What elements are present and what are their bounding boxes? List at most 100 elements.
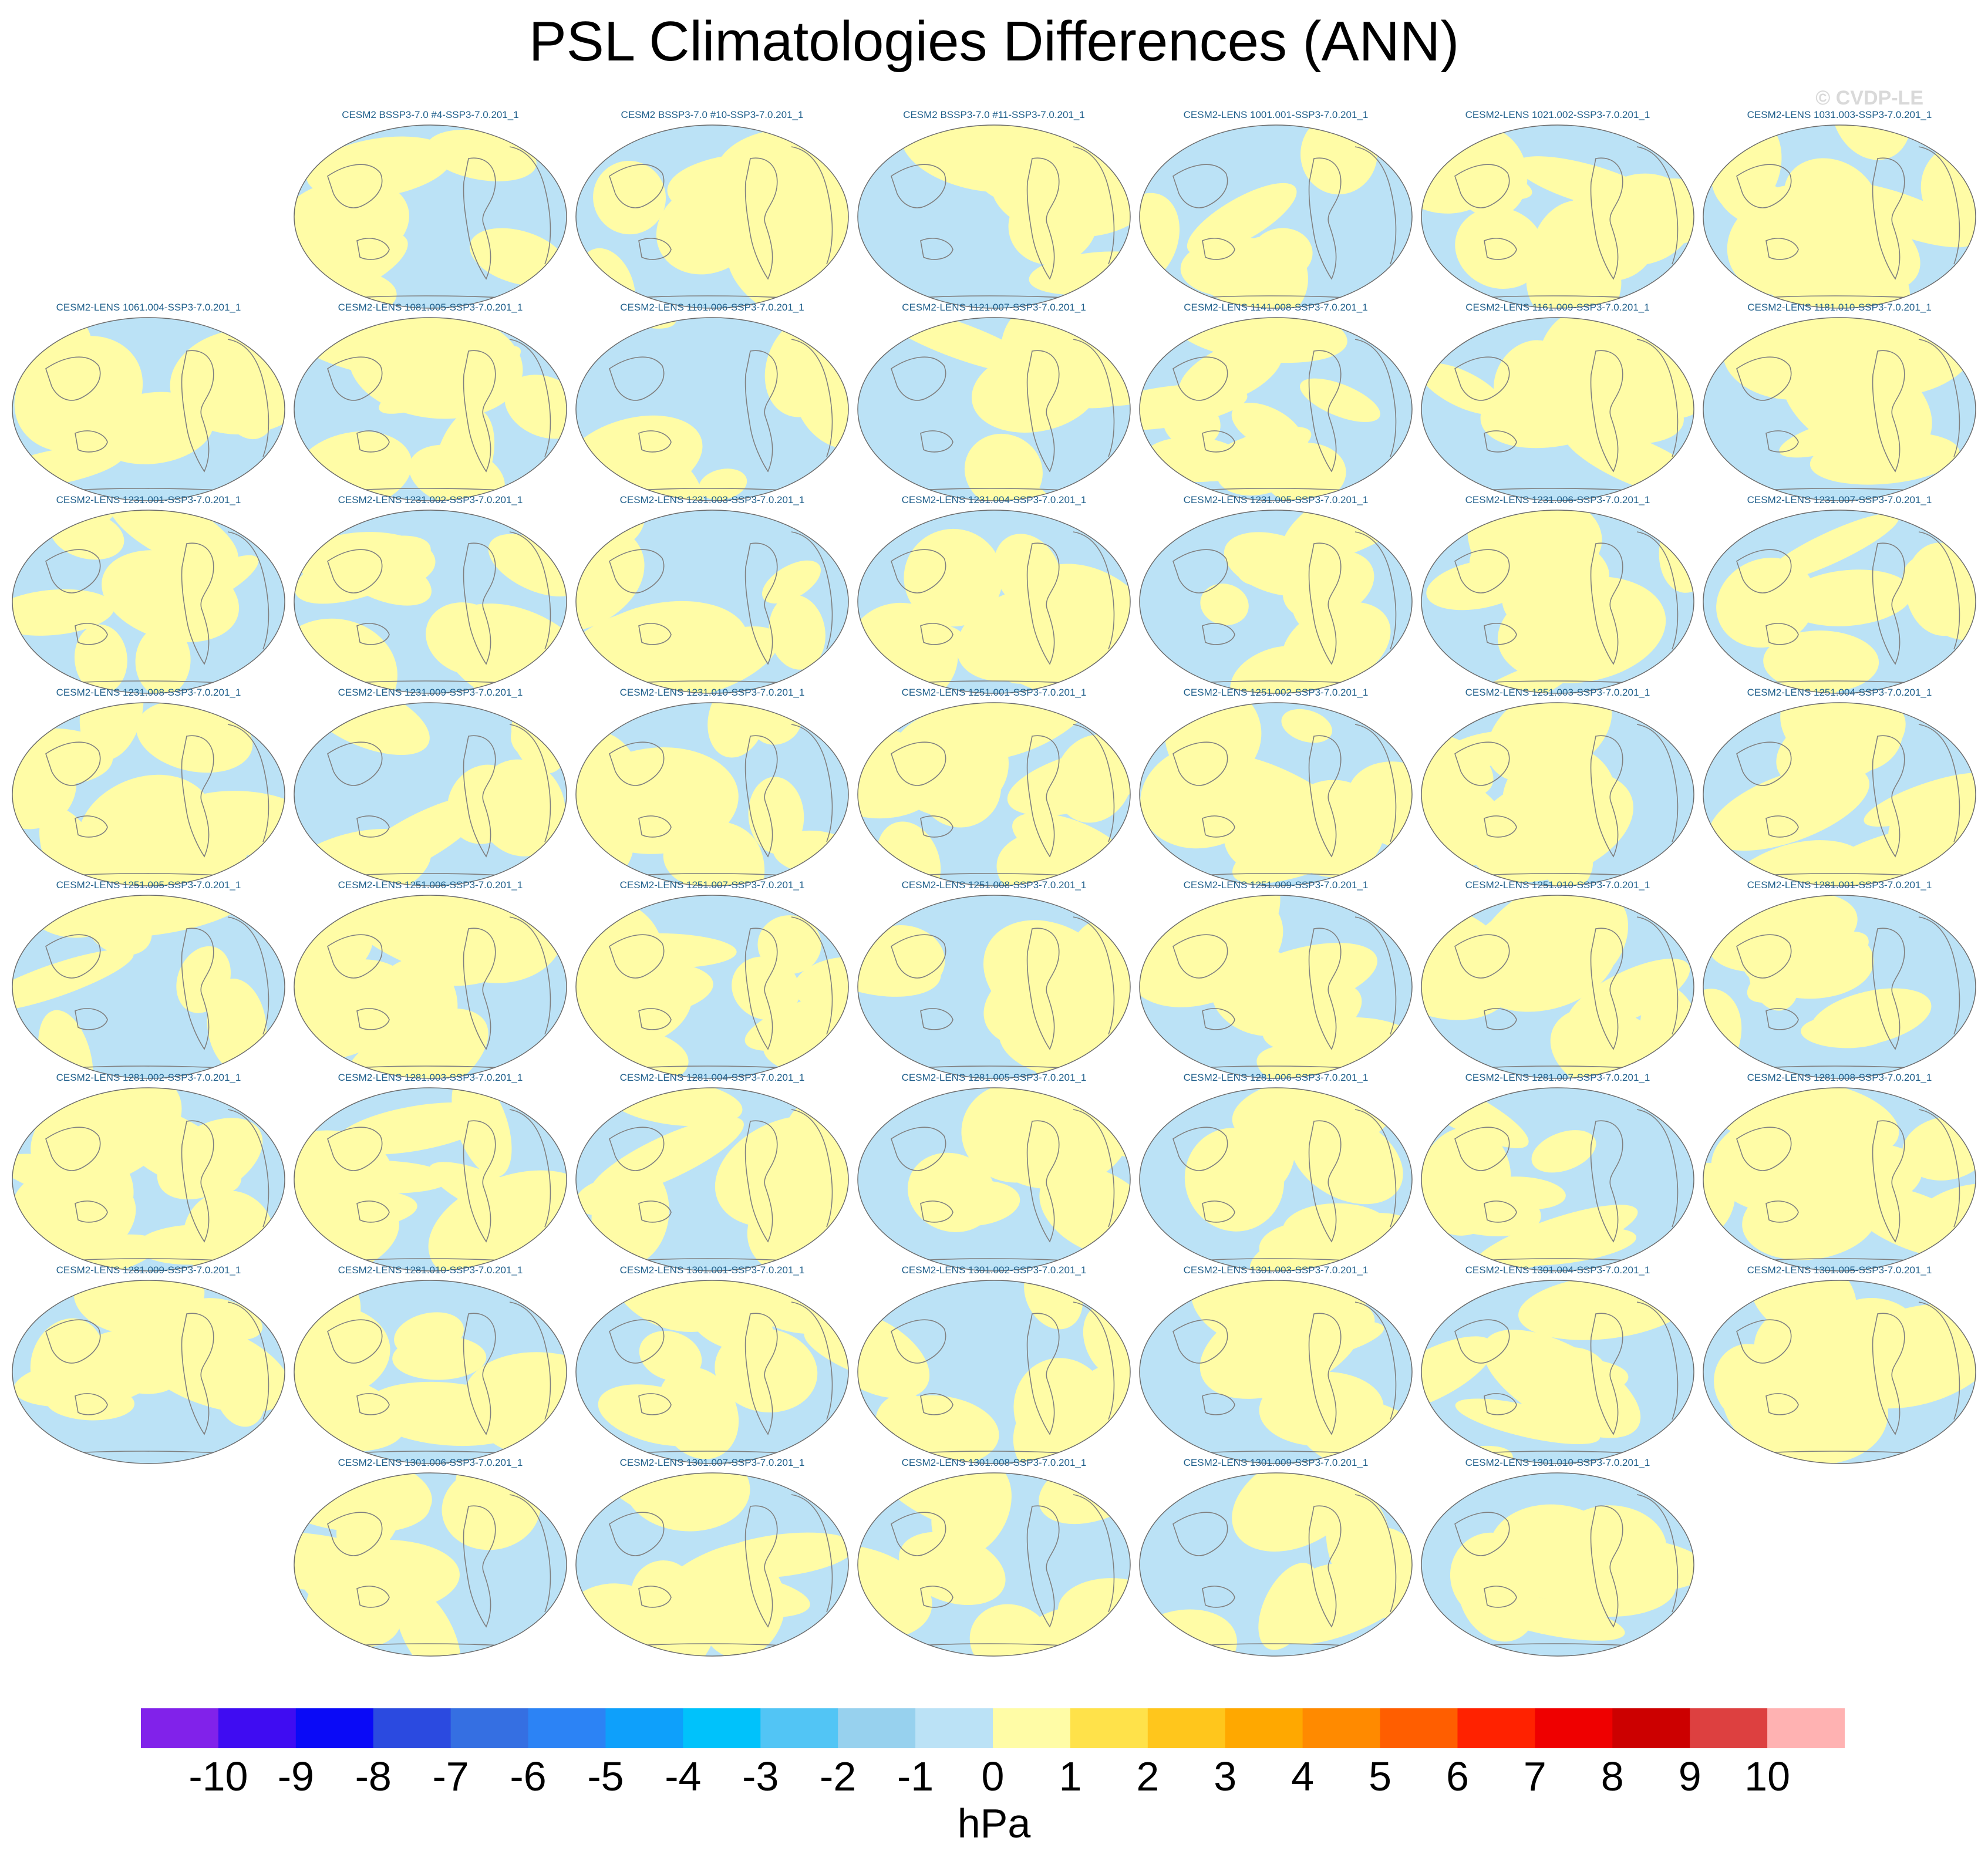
positive-anomaly-region <box>576 1176 645 1216</box>
positive-anomaly-region <box>1180 237 1294 298</box>
map-border <box>1421 1087 1694 1272</box>
positive-anomaly-region <box>1531 1130 1596 1173</box>
coastline <box>1172 1301 1397 1455</box>
map-panel <box>575 510 849 694</box>
positive-anomaly-region <box>306 136 452 199</box>
colorbar-segment <box>141 1708 219 1748</box>
panel-title: CESM2-LENS 1251.001-SSP3-7.0.201_1 <box>901 687 1087 698</box>
positive-anomaly-region <box>79 703 144 761</box>
colorbar-tick-label: 4 <box>1291 1754 1315 1799</box>
positive-anomaly-region <box>1140 743 1267 849</box>
colorbar-segment <box>373 1708 451 1748</box>
positive-anomaly-region <box>1703 1162 1736 1240</box>
map-panel <box>1703 895 1976 1079</box>
colorbar-segment <box>838 1708 916 1748</box>
positive-anomaly-region <box>1502 745 1616 854</box>
map-panel <box>575 702 849 886</box>
colorbar-segment <box>1535 1708 1613 1748</box>
map-border <box>12 895 285 1079</box>
panel-title: CESM2-LENS 1281.006-SSP3-7.0.201_1 <box>1183 1072 1369 1083</box>
map-panel <box>1139 1087 1413 1272</box>
map-border <box>575 510 849 694</box>
positive-anomaly-region <box>74 624 127 693</box>
colorbar-tick-label: -6 <box>510 1754 547 1799</box>
panel-title: CESM2-LENS 1231.004-SSP3-7.0.201_1 <box>901 494 1087 505</box>
map-panel <box>857 510 1131 694</box>
positive-anomaly-region <box>1421 902 1517 1020</box>
colorbar-segment <box>1302 1708 1381 1748</box>
coastline <box>45 1301 269 1455</box>
positive-anomaly-region <box>1215 429 1312 496</box>
coastline <box>609 724 833 878</box>
positive-anomaly-region <box>1258 1563 1319 1650</box>
figure-title: PSL Climatologies Differences (ANN) <box>528 10 1460 73</box>
positive-anomaly-region <box>1750 1280 1856 1340</box>
colorbar-tick-label: 1 <box>1059 1754 1082 1799</box>
panel-title: CESM2-LENS 1281.007-SSP3-7.0.201_1 <box>1465 1072 1650 1083</box>
positive-anomaly-region <box>1471 1205 1638 1271</box>
map-border <box>12 1280 285 1464</box>
positive-anomaly-region <box>294 1369 406 1452</box>
coastline <box>1736 531 1960 685</box>
colorbar-tick-label: 5 <box>1369 1754 1391 1799</box>
panel-title: CESM2-LENS 1301.007-SSP3-7.0.201_1 <box>619 1457 805 1468</box>
positive-anomaly-region <box>1436 731 1523 772</box>
coastline <box>609 339 833 493</box>
map-panel <box>1703 510 1976 694</box>
panel-title: CESM2-LENS 1251.010-SSP3-7.0.201_1 <box>1465 879 1650 891</box>
map-border <box>857 1472 1131 1657</box>
positive-anomaly-region <box>661 1542 768 1603</box>
map-panel <box>1421 895 1694 1079</box>
positive-anomaly-region <box>1763 630 1879 693</box>
colorbar-segment <box>528 1708 606 1748</box>
positive-anomaly-region <box>858 929 941 997</box>
positive-anomaly-region <box>769 595 825 670</box>
positive-anomaly-region <box>294 1532 393 1591</box>
coastline <box>327 146 551 300</box>
panel-title: CESM2-LENS 1251.008-SSP3-7.0.201_1 <box>901 879 1087 891</box>
map-border <box>1421 124 1694 309</box>
positive-anomaly-region <box>108 510 238 571</box>
positive-anomaly-region <box>969 1604 1053 1656</box>
panel-title: CESM2-LENS 1281.008-SSP3-7.0.201_1 <box>1747 1072 1932 1083</box>
positive-anomaly-region <box>1538 318 1630 418</box>
map-panel <box>1139 510 1413 694</box>
positive-anomaly-region <box>1542 1536 1694 1592</box>
positive-anomaly-region <box>341 796 487 886</box>
panel-title: CESM2-LENS 1301.006-SSP3-7.0.201_1 <box>338 1457 523 1468</box>
positive-anomaly-region <box>395 1586 461 1656</box>
panel-title: CESM2-LENS 1021.002-SSP3-7.0.201_1 <box>1465 109 1650 120</box>
positive-anomaly-region <box>392 1336 487 1380</box>
positive-anomaly-region <box>657 1367 739 1459</box>
panel-title: CESM2-LENS 1281.005-SSP3-7.0.201_1 <box>901 1072 1087 1083</box>
panel-title: CESM2-LENS 1231.006-SSP3-7.0.201_1 <box>1465 494 1650 505</box>
coastline <box>891 531 1115 685</box>
map-border <box>1703 510 1976 694</box>
map-panel <box>12 1087 285 1272</box>
positive-anomaly-region <box>1709 765 1869 851</box>
colorbar-tick-label: -7 <box>432 1754 469 1799</box>
coastline <box>1736 1301 1960 1455</box>
coastline <box>1454 146 1679 300</box>
positive-anomaly-region <box>1054 734 1130 823</box>
colorbar-segment <box>915 1708 993 1748</box>
positive-anomaly-region <box>1272 1296 1375 1352</box>
map-border <box>857 510 1131 694</box>
colorbar-tick-label: 2 <box>1136 1754 1160 1799</box>
positive-anomaly-region <box>1282 1203 1392 1257</box>
map-panel <box>294 1087 567 1272</box>
colorbar-segment <box>605 1708 683 1748</box>
colorbar-tick-label: -9 <box>277 1754 314 1799</box>
positive-anomaly-region <box>12 589 114 636</box>
map-panel <box>1703 1280 1976 1464</box>
map-panel <box>575 1280 849 1464</box>
coastline <box>609 1301 833 1455</box>
map-border <box>294 124 567 309</box>
positive-anomaly-region <box>301 703 430 756</box>
coastline <box>1454 531 1679 685</box>
map-border <box>575 317 849 501</box>
positive-anomaly-region <box>1748 942 1799 1011</box>
coastline <box>1454 724 1679 878</box>
positive-anomaly-region <box>1455 207 1545 289</box>
positive-anomaly-region <box>135 625 191 693</box>
